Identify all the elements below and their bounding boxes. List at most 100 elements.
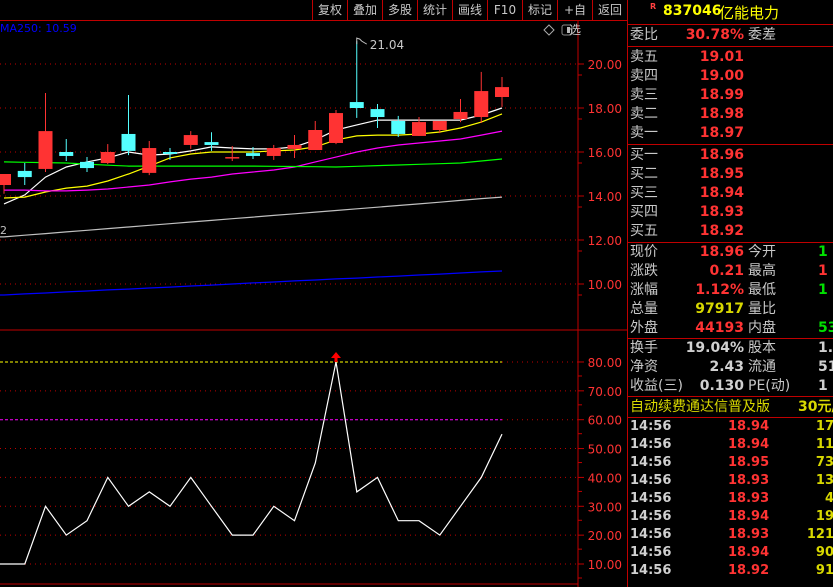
stats2-row: 收益(三) 0.130 PE(动) 1: [628, 377, 833, 396]
weibi-value: 30.78%: [685, 27, 744, 43]
indicator-axis-label: 30.00: [588, 500, 622, 514]
stat-value: 44193: [695, 320, 744, 336]
candle-down: [391, 120, 406, 134]
tick-row: 14:56 18.92 91: [628, 562, 833, 580]
buy-price: 18.92: [699, 223, 744, 239]
toolbar-button-4[interactable]: 画线: [452, 0, 487, 20]
sell-row: 卖一 18.97: [628, 124, 833, 143]
tick-price: 18.94: [728, 509, 770, 524]
up-arrow-icon: [331, 351, 341, 362]
candle-up: [495, 87, 509, 97]
tick-volume: 11: [815, 437, 833, 452]
stat-value: 18.96: [699, 244, 744, 260]
tick-row: 14:56 18.95 73: [628, 454, 833, 472]
ma120-line: [0, 196, 503, 238]
buy-row: 买二 18.95: [628, 165, 833, 184]
toolbar-button-3[interactable]: 统计: [417, 0, 452, 20]
tick-time: 14:56: [630, 473, 672, 488]
stats2-row: 换手 19.04%股本 1.0: [628, 339, 833, 358]
sell-row: 卖三 18.99: [628, 86, 833, 105]
kline-chart[interactable]: 20.00 18.00 16.00 14.00 12.00 10.00 2 21.04 80.0…: [0, 0, 627, 587]
stat-value: 1: [818, 378, 828, 394]
indicator-axis-label: 60.00: [588, 414, 622, 428]
stat-value: 1: [818, 244, 828, 260]
tick-volume: 73: [815, 455, 833, 470]
stat-label: 内盘: [748, 320, 776, 336]
toolbar-button-7[interactable]: +自选: [557, 0, 592, 37]
tick-row: 14:56 18.93 13: [628, 472, 833, 490]
diamond-icon[interactable]: [543, 24, 555, 36]
buy-row: 买五 18.92: [628, 222, 833, 241]
stat-label: 股本: [748, 340, 776, 356]
toolbar-button-2[interactable]: 多股: [382, 0, 417, 20]
stats-row: 现价 18.96 今开 1: [628, 243, 833, 262]
ma250-label: MA250: 10.59: [0, 22, 77, 35]
panel-toggle-icon[interactable]: [561, 24, 573, 36]
stat-label: 净资: [630, 359, 658, 375]
sell-row: 卖二 18.98: [628, 105, 833, 124]
stat-value: 97917: [695, 301, 744, 317]
candle-up: [142, 148, 157, 173]
candle-up: [225, 157, 240, 159]
candle-down: [349, 102, 364, 108]
stat-value: 514: [818, 359, 833, 375]
high-annotation: 21.04: [370, 38, 404, 52]
sell-price: 19.01: [699, 49, 744, 65]
stat-value: 0.130: [699, 378, 744, 394]
buy-price: 18.94: [699, 185, 744, 201]
stat-label: 量比: [748, 301, 776, 317]
tick-row: 14:56 18.94 11: [628, 436, 833, 454]
tick-time: 14:56: [630, 437, 672, 452]
ad-banner[interactable]: 自动续费通达信普及版 30元/: [628, 397, 833, 418]
candle-up: [287, 144, 302, 149]
stat-label: 外盘: [630, 320, 658, 336]
indicator-axis-label: 20.00: [588, 529, 622, 543]
tick-row: 14:56 18.94 19: [628, 508, 833, 526]
toolbar-button-0[interactable]: 复权: [312, 0, 347, 20]
tick-volume: 13: [815, 473, 833, 488]
weibi-row: 委比 30.78% 委差: [628, 25, 833, 47]
price-axis-label: 12.00: [588, 234, 622, 248]
stat-label: 最高: [748, 263, 776, 279]
ma20-line: [4, 130, 503, 192]
buy-price: 18.95: [699, 166, 744, 182]
stat-label: PE(动): [748, 378, 791, 394]
sell-label: 卖二: [630, 106, 658, 122]
candle-up: [38, 131, 53, 169]
candle-down: [246, 153, 260, 156]
candle-down: [163, 152, 177, 154]
sell-label: 卖三: [630, 87, 658, 103]
chart-toolbar: 复权 叠加 多股 统计 画线 F10 标记 +自选 返回: [0, 0, 627, 37]
stats-row: 涨幅 1.12% 最低 1: [628, 281, 833, 300]
toolbar-button-8[interactable]: 返回: [592, 0, 627, 20]
candle-up: [266, 148, 281, 156]
tick-volume: 90: [815, 545, 833, 560]
toolbar-button-5[interactable]: F10: [487, 0, 522, 20]
price-axis-label: 10.00: [588, 278, 622, 292]
candle-up: [0, 174, 11, 185]
candle-up: [412, 122, 426, 136]
stat-label: 流通: [748, 359, 776, 375]
stat-value: 2.43: [709, 359, 744, 375]
price-axis-label: 18.00: [588, 102, 622, 116]
buy-label: 买三: [630, 185, 658, 201]
buy-label: 买一: [630, 147, 658, 163]
stat-value: 1.12%: [695, 282, 744, 298]
sell-label: 卖四: [630, 68, 658, 84]
stats-row: 涨跌 0.21 最高 1: [628, 262, 833, 281]
buy-label: 买二: [630, 166, 658, 182]
toolbar-button-1[interactable]: 叠加: [347, 0, 382, 20]
indicator-axis-label: 70.00: [588, 385, 622, 399]
tick-volume: 121: [806, 527, 833, 542]
tick-volume: 17: [815, 419, 833, 434]
tick-price: 18.94: [728, 545, 770, 560]
toolbar-button-6[interactable]: 标记: [522, 0, 557, 20]
tick-price: 18.94: [728, 419, 770, 434]
tick-volume: 91: [815, 563, 833, 578]
stat-value: 1: [818, 263, 828, 279]
candle-down: [17, 170, 32, 178]
stock-code: 837046: [663, 3, 722, 19]
tick-time: 14:56: [630, 491, 672, 506]
tick-list[interactable]: 14:56 18.94 17 14:56 18.94 11 14:56 18.95 73 14:5…: [628, 418, 833, 580]
